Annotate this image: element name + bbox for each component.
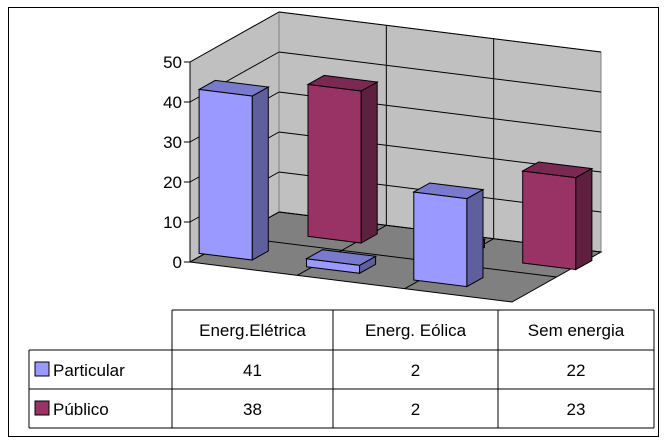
y-tick-label: 30 [163, 133, 182, 152]
legend-key-0 [34, 361, 50, 377]
bar-pblico-2-top [521, 161, 594, 179]
bar-particular-0-side [251, 86, 269, 261]
table-header-cell: Sem energia [528, 321, 625, 340]
legend-label: Público [53, 400, 109, 419]
data-label: 38 [243, 400, 262, 419]
gridline-side [189, 11, 280, 63]
bar-particular-2-side [466, 188, 484, 288]
y-tick-label: 50 [163, 53, 182, 72]
data-label: 2 [411, 361, 420, 380]
data-label: 22 [567, 361, 586, 380]
data-label: 2 [411, 400, 420, 419]
legend-key-1 [34, 400, 50, 416]
floor-divider [234, 236, 557, 278]
y-tick-label: 20 [163, 173, 182, 192]
bar-pblico-0-side [360, 81, 378, 244]
bar-particular-2-front [413, 191, 468, 288]
table-header-cell: Energ.Elétrica [199, 321, 306, 340]
bar-pblico-0-front [307, 83, 362, 244]
data-label: 41 [243, 361, 262, 380]
gridline-back [278, 11, 602, 53]
bar-pblico-2-side [575, 167, 593, 271]
y-tick-label: 0 [173, 253, 182, 272]
y-tick-label: 10 [163, 213, 182, 232]
bar-particular-1-top [304, 249, 378, 266]
gridline-back [278, 51, 602, 93]
bar-pblico-0-top [306, 74, 379, 92]
table-header-cell: Energ. Eólica [365, 321, 467, 340]
bar-particular-2-top [412, 182, 485, 200]
y-tick-label: 40 [163, 93, 182, 112]
data-label: 23 [567, 400, 586, 419]
bar-particular-0-front [198, 88, 253, 261]
bar-pblico-2-front [522, 170, 577, 271]
legend-label: Particular [53, 361, 125, 380]
bar-particular-0-top [197, 79, 270, 97]
